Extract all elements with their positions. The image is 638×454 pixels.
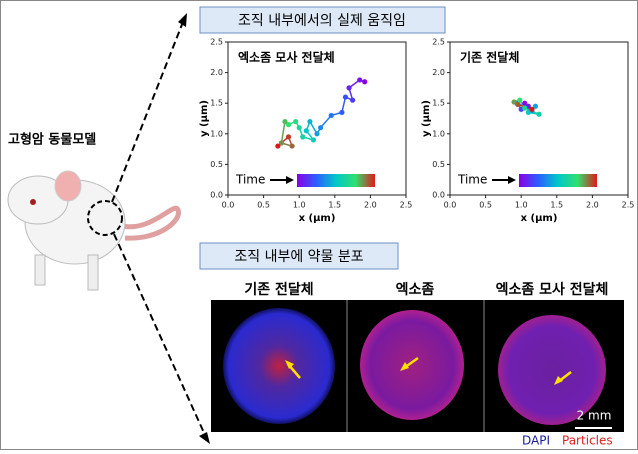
- y-tick-label: 2.5: [432, 38, 445, 47]
- x-axis-label: x (μm): [521, 213, 558, 224]
- x-tick-label: 2.5: [622, 201, 635, 210]
- point: [515, 101, 521, 108]
- point: [522, 100, 528, 106]
- point: [328, 112, 334, 119]
- y-tick-label: 2.0: [432, 68, 445, 77]
- legend-entry: DAPI: [522, 434, 550, 448]
- colorbar-arrow: [286, 176, 294, 184]
- y-tick-label: 0.5: [432, 160, 445, 169]
- arrowhead: [178, 13, 187, 27]
- point: [517, 97, 523, 103]
- x-tick-label: 0.5: [257, 201, 270, 210]
- point: [342, 94, 349, 100]
- image-label: 기존 전달체: [244, 281, 313, 298]
- x-tick-label: 1.0: [293, 201, 306, 210]
- trajectory-segment: [341, 96, 347, 113]
- chart-title: 엑소좀 모사 전달체: [238, 50, 335, 65]
- point: [289, 143, 295, 149]
- plot-area: [449, 41, 629, 196]
- scale-label: 2 mm: [577, 409, 612, 423]
- x-tick-label: 1.5: [550, 201, 563, 210]
- point: [522, 105, 528, 111]
- point: [339, 109, 345, 115]
- point: [293, 118, 299, 125]
- plot-area: [227, 41, 407, 196]
- y-tick-label: 1.5: [432, 99, 445, 108]
- arrowhead: [199, 432, 210, 444]
- point: [362, 79, 368, 85]
- y-axis-label: y (μm): [199, 100, 210, 137]
- point: [285, 134, 292, 140]
- point: [532, 103, 539, 109]
- point: [310, 137, 317, 143]
- x-tick-label: 0.0: [222, 201, 235, 210]
- point: [307, 118, 313, 125]
- y-axis-label: y (μm): [421, 100, 432, 137]
- y-tick-label: 0.5: [210, 160, 223, 169]
- trajectory: [511, 97, 542, 117]
- mouse-label: 고형암 동물모델: [8, 132, 96, 148]
- colorbar-label: Time: [457, 173, 487, 187]
- point: [536, 111, 542, 117]
- y-tick-label: 0.0: [432, 191, 445, 200]
- point: [357, 77, 363, 83]
- point: [278, 140, 284, 146]
- title-box: [199, 242, 399, 270]
- chart-title: 기존 전달체: [460, 50, 519, 65]
- trajectory-segment: [319, 114, 332, 129]
- title-box: [199, 6, 446, 34]
- y-tick-label: 1.0: [210, 129, 223, 138]
- colorbar: [297, 174, 375, 187]
- point: [282, 118, 288, 125]
- x-tick-label: 2.0: [364, 201, 377, 210]
- point: [303, 128, 309, 134]
- image-label: 엑소좀: [396, 281, 435, 298]
- point: [525, 109, 531, 115]
- point: [529, 106, 535, 112]
- colorbar-label: Time: [235, 173, 265, 187]
- y-tick-label: 2.0: [210, 68, 223, 77]
- x-tick-label: 2.5: [400, 201, 413, 210]
- x-tick-label: 1.0: [515, 201, 528, 210]
- panel-title: 조직 내부에서의 실제 움직임: [238, 13, 406, 29]
- panel-title: 조직 내부에 약물 분포: [234, 249, 363, 265]
- point: [296, 125, 302, 131]
- legend-entry: Particles: [562, 434, 613, 448]
- point: [300, 134, 306, 140]
- x-tick-label: 2.0: [586, 201, 599, 210]
- x-tick-label: 0.5: [479, 201, 492, 210]
- x-tick-label: 1.5: [328, 201, 341, 210]
- microscopy-images: [211, 300, 624, 432]
- x-tick-label: 0.0: [444, 201, 457, 210]
- mouse-illustration: [7, 170, 181, 291]
- point: [317, 125, 324, 131]
- y-tick-label: 1.0: [432, 129, 445, 138]
- colorbar: [519, 174, 597, 187]
- trajectory: [275, 77, 368, 149]
- y-tick-label: 0.0: [210, 191, 223, 200]
- point: [346, 85, 352, 91]
- colorbar-arrow: [508, 176, 516, 184]
- point: [350, 97, 356, 103]
- point: [285, 122, 292, 128]
- charts: 0.0 0.5 1.0 1.5 2.0 2.5 0.0 0.5 1.0 1.5 2.0 2.5 x (μ…: [199, 38, 634, 225]
- image-label: 엑소좀 모사 전달체: [496, 281, 609, 298]
- y-tick-label: 2.5: [210, 38, 223, 47]
- point: [314, 131, 320, 137]
- connector-arrows: [111, 21, 206, 436]
- x-axis-label: x (μm): [299, 213, 336, 224]
- trajectory-segment: [280, 121, 286, 144]
- point: [275, 143, 281, 149]
- y-tick-label: 1.5: [210, 99, 223, 108]
